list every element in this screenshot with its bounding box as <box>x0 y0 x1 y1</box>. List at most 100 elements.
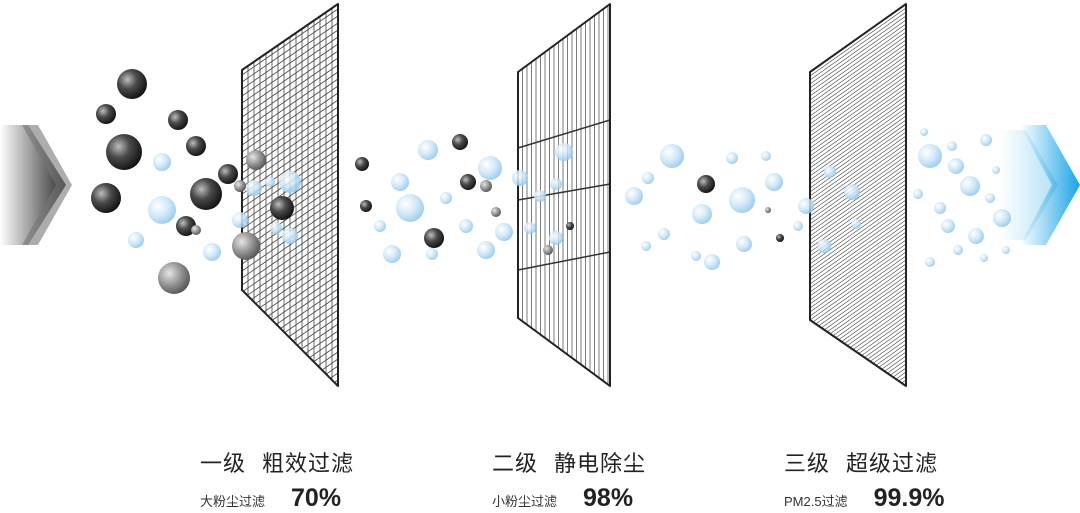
clean-air-particle <box>426 248 438 260</box>
clean-air-particle <box>934 202 946 214</box>
clean-air-particle <box>918 144 942 168</box>
clean-air-particle <box>459 219 473 233</box>
clean-air-particle <box>265 177 275 187</box>
input-arrow <box>0 125 72 245</box>
clean-air-particle <box>992 166 1000 174</box>
clean-air-particle <box>793 221 803 231</box>
stage-2-desc: 小粉尘过滤 <box>492 494 558 509</box>
dust-particle <box>91 183 121 213</box>
stage-1-percent: 70% <box>291 484 342 512</box>
dust-particle <box>543 245 553 255</box>
clean-air-particle <box>968 228 984 244</box>
clean-air-particle <box>203 243 221 261</box>
clean-air-particle <box>658 228 670 240</box>
dust-particle <box>452 134 468 150</box>
stage-3-level: 三级 <box>784 451 831 476</box>
clean-air-particle <box>232 212 248 228</box>
dust-particle <box>355 157 369 171</box>
clean-air-particle <box>844 184 860 200</box>
dust-particle <box>96 104 116 124</box>
clean-air-particle <box>953 245 963 255</box>
dust-particle <box>697 175 715 193</box>
clean-air-particle <box>948 158 964 174</box>
dust-particle <box>491 207 501 217</box>
clean-air-particle <box>478 156 502 180</box>
clean-air-particle <box>765 173 783 191</box>
clean-air-particle <box>279 171 301 193</box>
clean-air-particle <box>625 187 643 205</box>
clean-air-particle <box>418 140 438 160</box>
clean-air-particle <box>691 251 701 261</box>
clean-air-particle <box>704 254 720 270</box>
stage-2: 二级 静电除尘 小粉尘过滤 98% <box>492 448 752 513</box>
stage-1-name: 粗效过滤 <box>262 451 355 476</box>
stage-2-percent: 98% <box>583 484 634 512</box>
stage-1-level: 一级 <box>200 451 247 476</box>
clean-air-particle <box>383 245 401 263</box>
dust-particle <box>270 196 294 220</box>
stage-3-name: 超级过滤 <box>846 451 939 476</box>
clean-air-particle <box>729 187 755 213</box>
dust-particle <box>190 178 222 210</box>
filter-electrostatic <box>517 3 611 387</box>
stage-2-name: 静电除尘 <box>554 451 647 476</box>
stage-3: 三级 超级过滤 PM2.5过滤 99.9% <box>784 448 1044 513</box>
clean-air-particle <box>512 170 528 186</box>
clean-air-particle <box>282 228 298 244</box>
dust-particle <box>234 180 246 192</box>
stage-3-title: 三级 超级过滤 <box>784 448 1044 480</box>
clean-air-particle <box>761 151 771 161</box>
output-arrow <box>1000 125 1080 245</box>
clean-air-particle <box>495 223 513 241</box>
dust-particle <box>246 150 266 170</box>
clean-air-particle <box>270 222 282 234</box>
clean-air-particle <box>555 143 573 161</box>
clean-air-particle <box>913 189 923 199</box>
dust-particle <box>106 134 142 170</box>
dust-particle <box>424 228 444 248</box>
dust-particle <box>776 234 784 242</box>
dust-particle <box>360 200 372 212</box>
clean-air-particle <box>641 241 651 251</box>
clean-air-particle <box>980 254 988 262</box>
clean-air-particle <box>798 198 814 214</box>
clean-air-particle <box>391 173 409 191</box>
clean-air-particle <box>660 144 684 168</box>
clean-air-particle <box>1002 246 1010 254</box>
clean-air-particle <box>396 194 424 222</box>
stage-3-percent: 99.9% <box>873 484 945 512</box>
clean-air-particle <box>736 236 752 252</box>
stage-2-level: 二级 <box>492 451 539 476</box>
stage-3-desc: PM2.5过滤 <box>784 494 848 509</box>
clean-air-particle <box>960 176 980 196</box>
clean-air-particle <box>246 180 262 196</box>
clean-air-particle <box>726 152 738 164</box>
dust-particle <box>168 110 188 130</box>
clean-air-particle <box>824 166 836 178</box>
dust-particle <box>176 216 196 236</box>
dust-particle <box>158 262 190 294</box>
clean-air-particle <box>374 220 386 232</box>
clean-air-particle <box>941 219 955 233</box>
clean-air-particle <box>993 209 1011 227</box>
clean-air-particle <box>549 231 563 245</box>
clean-air-particle <box>980 134 992 146</box>
clean-air-particle <box>148 196 176 224</box>
dust-particle <box>566 222 574 230</box>
clean-air-particle <box>524 222 536 234</box>
clean-air-particle <box>477 241 495 259</box>
stage-1-title: 一级 粗效过滤 <box>200 448 460 480</box>
clean-air-particle <box>985 193 995 203</box>
clean-air-particle <box>642 172 654 184</box>
dust-particle <box>191 225 201 235</box>
dust-particle <box>765 207 771 213</box>
clean-air-particle <box>851 219 861 229</box>
dust-particle <box>460 174 476 190</box>
clean-air-particle <box>153 153 171 171</box>
filtration-diagram <box>0 3 1080 387</box>
stage-1: 一级 粗效过滤 大粉尘过滤 70% <box>200 448 460 513</box>
dust-particle <box>232 232 260 260</box>
stage-1-desc: 大粉尘过滤 <box>200 494 266 509</box>
dust-particle <box>480 180 492 192</box>
filter-coarse <box>241 3 339 387</box>
